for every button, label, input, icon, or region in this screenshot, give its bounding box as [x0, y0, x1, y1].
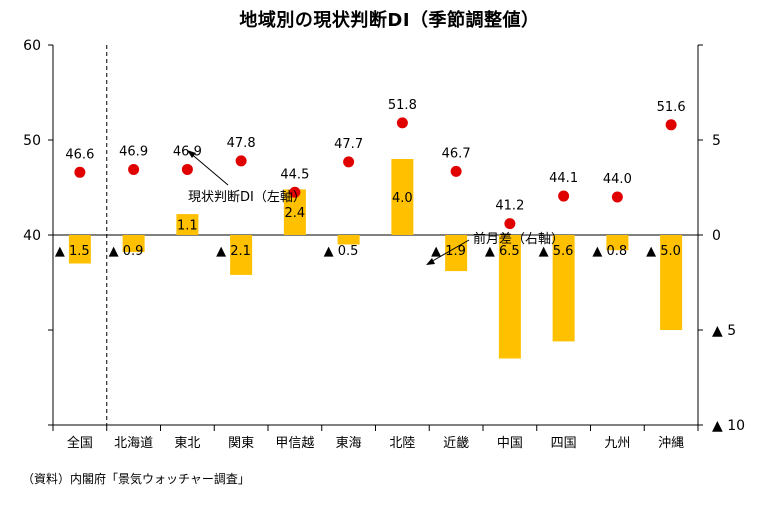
bar	[498, 235, 521, 359]
category-label: 四国	[551, 436, 577, 451]
bar-data-label: ▲ 1.5	[55, 244, 90, 259]
bar-data-label: ▲ 0.8	[592, 244, 627, 259]
point-data-label: 46.7	[442, 146, 471, 161]
data-point	[504, 218, 516, 230]
data-point	[343, 156, 355, 168]
point-data-label: 47.8	[227, 136, 256, 151]
bar-data-label: ▲ 0.5	[324, 244, 359, 259]
annotations-layer: 現状判断DI（左軸） 前月差（右軸）	[187, 150, 564, 265]
point-data-label: 44.1	[549, 171, 578, 186]
point-data-label: 51.8	[388, 98, 417, 113]
left-tick-label: 50	[23, 133, 41, 149]
point-data-label: 44.0	[603, 172, 632, 187]
right-tick-label: 0	[712, 228, 721, 244]
bar-data-label: ▲ 0.9	[109, 244, 144, 259]
point-data-label: 44.5	[280, 167, 309, 182]
annotation-bar-arrowhead	[426, 258, 435, 265]
labels-layer: ▲ 1.5▲ 0.91.1▲ 2.12.4▲ 0.54.0▲ 1.9▲ 6.5▲…	[55, 98, 686, 259]
data-point	[396, 117, 408, 129]
data-point	[558, 190, 570, 202]
bar	[283, 189, 306, 235]
right-tick-label: ▲ 5	[712, 323, 736, 339]
source-note: （資料）内閣府「景気ウォッチャー調査」	[22, 472, 250, 486]
point-data-label: 46.6	[65, 147, 94, 162]
data-point	[74, 166, 86, 178]
point-data-label: 41.2	[495, 199, 524, 214]
annotation-dot-arrowhead	[187, 150, 196, 158]
data-point	[181, 163, 193, 175]
category-label: 甲信越	[275, 436, 314, 451]
data-point	[235, 155, 247, 167]
annotation-bar-series: 前月差（右軸）	[473, 231, 564, 247]
bar-data-label: ▲ 6.5	[485, 244, 520, 259]
data-point	[665, 119, 677, 131]
bar	[122, 235, 145, 253]
data-point	[289, 186, 301, 198]
bar-data-label: 1.1	[177, 219, 198, 234]
bars-layer	[68, 159, 683, 359]
right-tick-label: ▲ 10	[712, 418, 745, 434]
bar	[230, 235, 253, 275]
bar-data-label: 2.4	[285, 206, 306, 221]
chart-title: 地域別の現状判断DI（季節調整値）	[239, 10, 540, 31]
category-label: 近畿	[443, 436, 469, 451]
data-point	[611, 191, 623, 203]
left-tick-label: 60	[23, 38, 41, 54]
bar-data-label: ▲ 5.0	[646, 244, 681, 259]
axes-layer: 40506050▲ 5▲ 10全国 北海道 東北 関東 甲信越 東海 北陸 近畿 中国 四国 九州沖…	[23, 38, 745, 451]
category-label: 全国	[67, 435, 93, 451]
data-point	[450, 165, 462, 177]
left-tick-label: 40	[23, 228, 41, 244]
bar	[552, 235, 575, 342]
bar	[337, 235, 360, 245]
point-data-label: 47.7	[334, 137, 363, 152]
bar-data-label: ▲ 5.6	[539, 244, 574, 259]
category-label: 沖縄	[658, 436, 684, 451]
data-point	[128, 163, 140, 175]
bar	[176, 214, 199, 235]
bar-data-label: ▲ 2.1	[216, 244, 251, 259]
bar	[606, 235, 629, 251]
points-layer	[74, 117, 677, 230]
category-label: 関東	[228, 435, 254, 451]
annotation-bar-arrow	[428, 239, 470, 264]
category-label: 九州	[604, 436, 630, 451]
annotation-dot-series: 現状判断DI（左軸）	[188, 190, 306, 205]
category-label: 北陸	[389, 435, 415, 451]
bar	[391, 159, 414, 235]
category-label: 中国	[497, 436, 523, 451]
category-label: 北海道	[114, 436, 153, 451]
point-data-label: 46.9	[119, 144, 148, 159]
category-label: 東北	[174, 435, 200, 451]
annotation-dot-arrow	[188, 151, 229, 186]
category-label: 東海	[336, 435, 362, 451]
point-data-label: 46.9	[173, 144, 202, 159]
point-data-label: 51.6	[657, 100, 686, 115]
bar	[660, 235, 683, 330]
right-tick-label: 5	[712, 133, 721, 149]
bar-data-label: 4.0	[392, 191, 413, 206]
bar	[68, 235, 91, 264]
